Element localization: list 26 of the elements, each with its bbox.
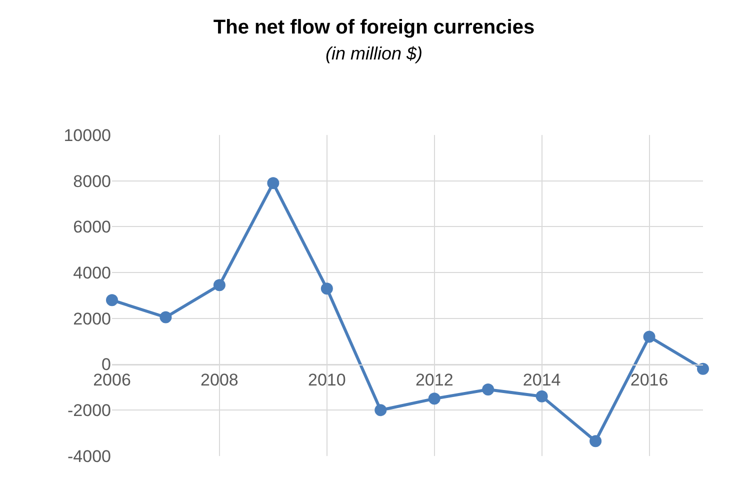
y-tick-label: 2000 [73,309,111,328]
point [374,404,387,416]
point [643,330,656,343]
y-tick-label: 10000 [64,126,111,145]
chart-subtitle: (in million $) [325,44,423,64]
y-tick-label: -4000 [68,446,111,466]
point [590,435,602,448]
y-tick-label: -2000 [68,401,111,420]
y-tick-label: 8000 [73,172,111,191]
point [320,282,333,295]
x-tick-label: 2012 [415,370,454,390]
x-tick-label: 2008 [200,370,238,390]
chart-title: The net flow of foreign currencies [213,16,535,39]
point [482,384,494,396]
x-tick-label: 2010 [308,370,346,390]
y-tick-label: 4000 [73,264,111,283]
point [160,311,172,324]
point [536,390,548,402]
point [428,392,440,405]
x-tick-label: 2014 [522,370,561,390]
y-tick-label: 6000 [73,218,111,237]
point [106,294,118,306]
point [267,177,280,190]
x-tick-label: 2016 [630,370,668,390]
point [213,279,226,292]
point [697,362,709,375]
